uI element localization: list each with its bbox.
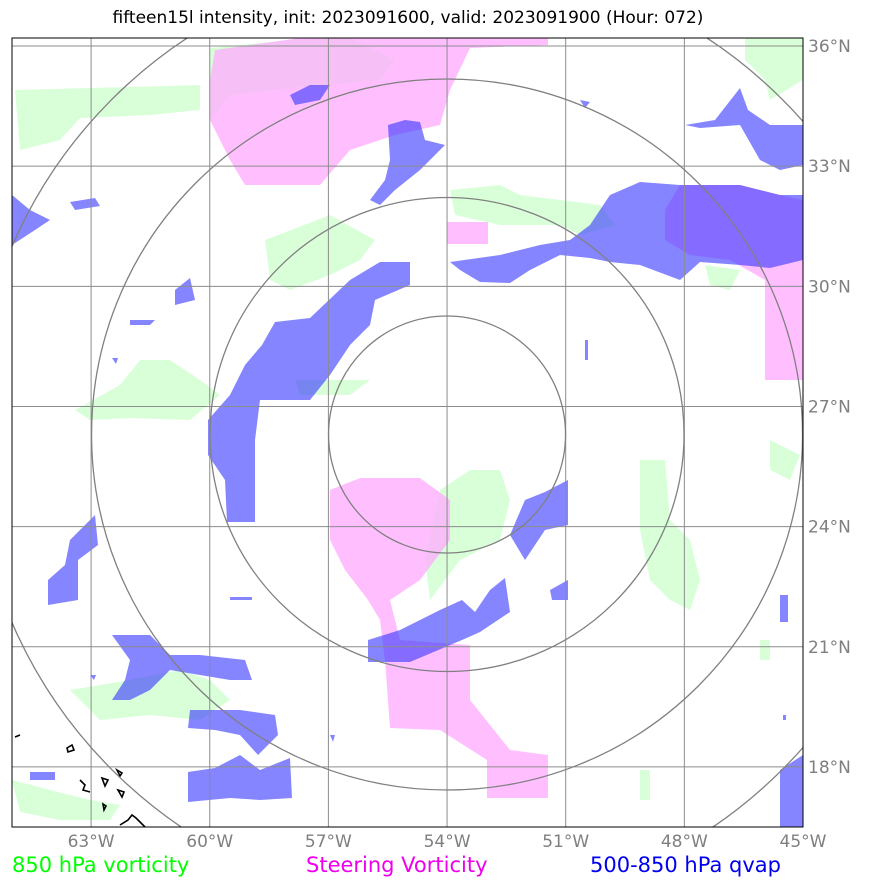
lat-tick-label: 36°N [808,37,851,57]
lat-tick-label: 18°N [808,758,851,778]
legend-steering-vorticity: Steering Vorticity [306,853,488,877]
qvap-layer [12,85,803,827]
range-ring [327,315,567,554]
lat-tick-label: 27°N [808,397,851,417]
lon-tick-label: 63°W [68,832,115,852]
lat-tick-label: 33°N [808,157,851,177]
lon-tick-label: 45°W [780,832,827,852]
lon-tick-label: 54°W [424,832,471,852]
map-title: fifteen15l intensity, init: 2023091600, … [112,8,704,28]
lon-tick-label: 60°W [186,832,233,852]
longitude-tick-labels: 63°W 60°W 57°W 54°W 51°W 48°W 45°W [68,832,827,852]
lat-tick-label: 30°N [808,277,851,297]
range-ring [209,196,685,673]
lat-tick-label: 24°N [808,518,851,538]
steering-vorticity-layer [210,38,803,798]
map-frame [11,37,804,828]
lon-tick-label: 57°W [305,832,352,852]
legend-850-vorticity: 850 hPa vorticity [12,853,190,877]
coastline-layer [14,734,146,827]
latitude-tick-labels: 36°N 33°N 30°N 27°N 24°N 21°N 18°N [808,37,851,778]
lon-tick-label: 51°W [542,832,589,852]
lat-tick-label: 21°N [808,638,851,658]
legend-qvap: 500-850 hPa qvap [590,853,781,877]
lon-tick-label: 48°W [661,832,708,852]
